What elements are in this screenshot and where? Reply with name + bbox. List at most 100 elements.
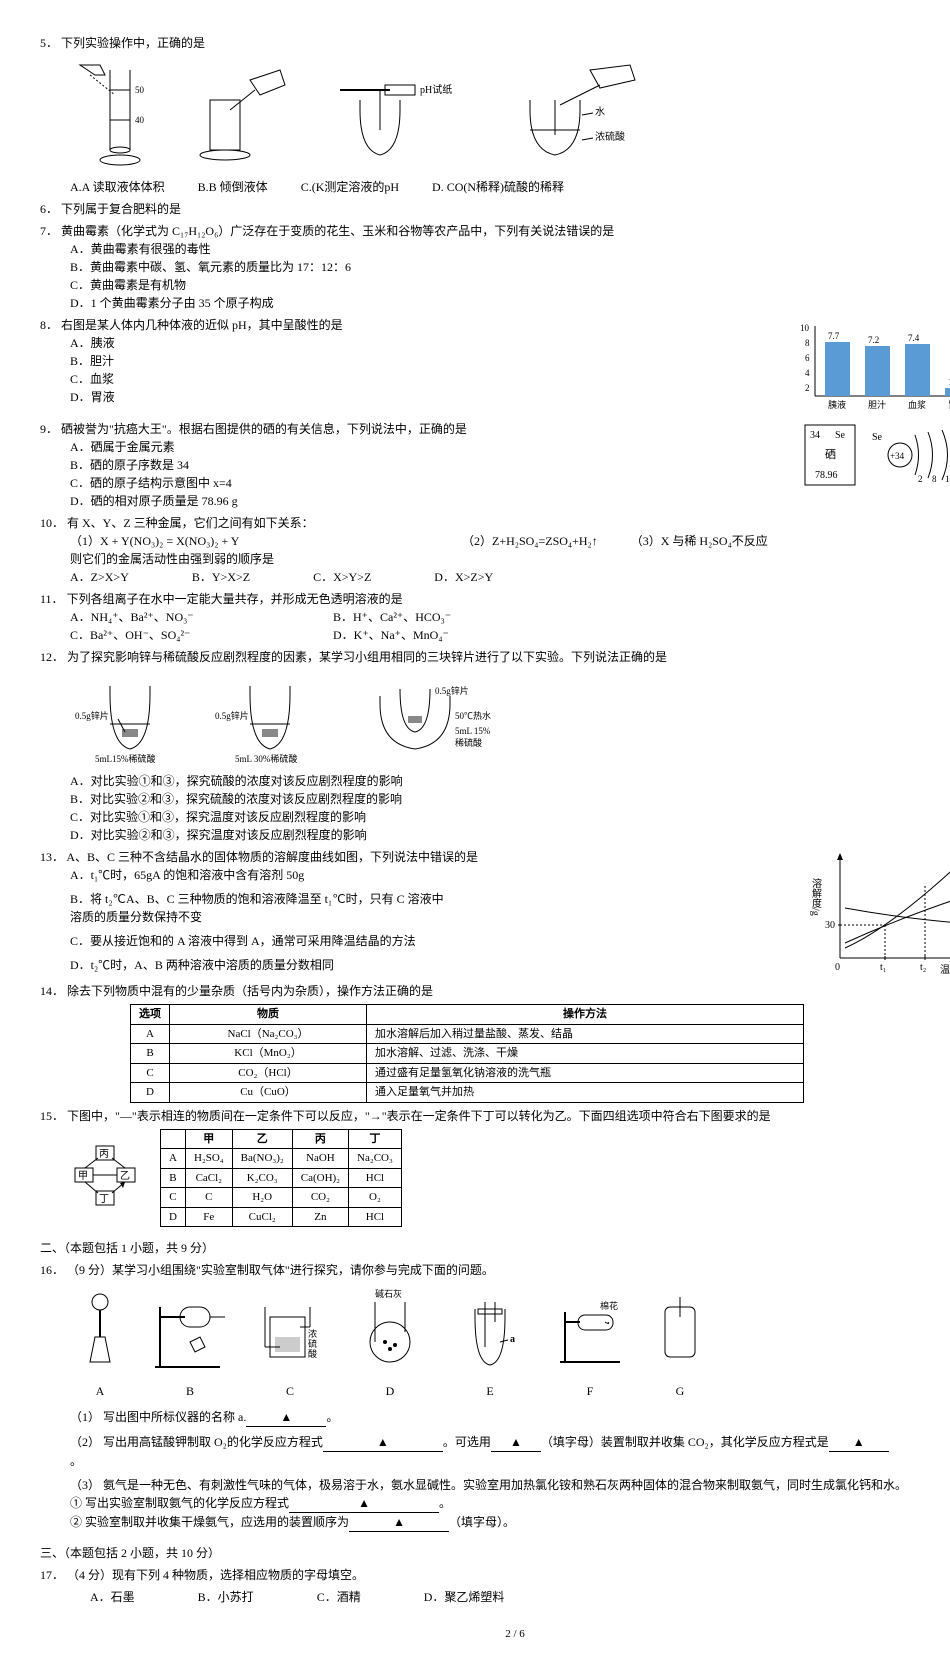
q16-part-2: （2） 写出用高锰酸钾制取 O₂的化学反应方程式▲。可选用▲（填字母）装置制取并… xyxy=(70,1433,950,1470)
q8-bar-chart: 108 64 2 7.7 7.2 7.4 1.1 胰液胆汁 血浆胃液 xyxy=(790,316,950,416)
table-row: BKCl（MnO₂）加水溶解、过滤、洗涤、干燥 xyxy=(131,1044,804,1064)
q12-opt-c: C．对比实验①和③，探究温度对该反应剧烈程度的影响 xyxy=(70,808,950,826)
q9-text: 硒被誉为"抗癌大王"。根据右图提供的硒的有关信息，下列说法中，正确的是 xyxy=(61,422,467,436)
q7-opt-b: B．黄曲霉素中碳、氢、氧元素的质量比为 17：12：6 xyxy=(70,258,950,276)
q7-opt-c: C．黄曲霉素是有机物 xyxy=(70,276,950,294)
q5-opt-d: D. CO(N稀释)硫酸的稀释 xyxy=(432,178,564,196)
table-row: BCaCl₂K₂CO₃Ca(OH)₂HCl xyxy=(161,1168,402,1188)
question-17: 17． （4 分）现有下列 4 种物质，选择相应物质的字母填空。 A．石墨 B．… xyxy=(40,1566,950,1606)
q16-text: （9 分）某学习小组围绕"实验室制取气体"进行探究，请你参与完成下面的问题。 xyxy=(67,1263,494,1277)
q10-opt-c: C．X>Y>Z xyxy=(313,568,371,586)
svg-text:5mL15%稀硫酸: 5mL15%稀硫酸 xyxy=(95,753,156,764)
svg-text:甲: 甲 xyxy=(78,1171,88,1182)
label-b: B xyxy=(150,1382,230,1400)
svg-text:水: 水 xyxy=(595,106,605,118)
svg-text:50: 50 xyxy=(135,85,145,95)
q12-exp1: 0.5g锌片 5mL15%稀硫酸 实验① xyxy=(70,674,190,764)
q16-part-3-2: ② 实验室制取并收集干燥氨气，应选用的装置顺序为▲（填字母）。 xyxy=(70,1513,950,1532)
q14-num: 14． xyxy=(40,984,64,998)
svg-text:7.7: 7.7 xyxy=(828,331,840,341)
svg-text:Se: Se xyxy=(872,432,883,443)
svg-text:胆汁: 胆汁 xyxy=(868,399,886,410)
svg-text:5mL 30%稀硫酸: 5mL 30%稀硫酸 xyxy=(235,753,297,764)
q12-exp3: 0.5g锌片 50℃热水 5mL 15% 稀硫酸 实验③ xyxy=(350,674,510,764)
svg-text:乙: 乙 xyxy=(120,1170,130,1182)
table-row: DFeCuCl₂ZnHCl xyxy=(161,1207,402,1227)
q12-text: 为了探究影响锌与稀硫酸反应剧烈程度的因素，某学习小组用相同的三块锌片进行了以下实… xyxy=(67,650,667,664)
apparatus-e: a xyxy=(450,1287,530,1377)
diagram-a-cylinder: 50 40 xyxy=(70,60,170,170)
table-row: CCH₂OCO₂O₂ xyxy=(161,1188,402,1208)
svg-text:8: 8 xyxy=(932,474,937,484)
q14-text: 除去下列物质中混有的少量杂质（括号内为杂质），操作方法正确的是 xyxy=(67,984,433,998)
label-c: C xyxy=(250,1382,330,1400)
question-9: 34 Se 硒 78.96 Se +34 2 8 18 x 9． 硒被誉为"抗癌… xyxy=(40,420,950,510)
svg-text:丙: 丙 xyxy=(99,1149,109,1160)
q5-opt-b: B.B 倾倒液体 xyxy=(198,178,268,196)
q5-opt-c: C.(K测定溶液的pH xyxy=(301,178,399,196)
apparatus-g xyxy=(650,1287,710,1377)
q10-opt-b: B．Y>X>Z xyxy=(192,568,250,586)
q16-part-1: （1） 写出图中所标仪器的名称 a.▲。 xyxy=(70,1408,950,1427)
apparatus-b xyxy=(150,1287,230,1377)
diagram-b-pour xyxy=(190,60,310,170)
q7-opt-d: D．1 个黄曲霉素分子由 35 个原子构成 xyxy=(70,294,950,312)
label-d: D xyxy=(350,1382,430,1400)
q10-text2: 则它们的金属活动性由强到弱的顺序是 xyxy=(70,550,950,568)
q11-opt-a: A．NH₄⁺、Ba²⁺、NO₃⁻ xyxy=(70,608,330,626)
label-e: E xyxy=(450,1382,530,1400)
svg-text:a: a xyxy=(510,1334,515,1345)
q12-opt-b: B．对比实验②和③，探究硫酸的浓度对该反应剧烈程度的影响 xyxy=(70,790,950,808)
svg-text:0.5g锌片: 0.5g锌片 xyxy=(215,710,249,721)
svg-text:丁: 丁 xyxy=(99,1194,109,1205)
q17-num: 17． xyxy=(40,1568,64,1582)
svg-text:2: 2 xyxy=(918,474,923,484)
q5-num: 5． xyxy=(40,36,58,50)
q12-opts: A．对比实验①和③，探究硫酸的浓度对该反应剧烈程度的影响 B．对比实验②和③，探… xyxy=(40,772,950,844)
svg-text:6: 6 xyxy=(805,353,810,363)
q13-num: 13． xyxy=(40,850,64,864)
svg-text:血浆: 血浆 xyxy=(908,399,926,410)
svg-text:5mL 15%: 5mL 15% xyxy=(455,726,491,736)
svg-text:30: 30 xyxy=(825,920,835,931)
q11-num: 11． xyxy=(40,592,64,606)
svg-text:胰液: 胰液 xyxy=(828,399,846,410)
svg-text:酸: 酸 xyxy=(308,1349,317,1359)
apparatus-d: 碱石灰 xyxy=(350,1287,430,1377)
question-11: 11． 下列各组离子在水中一定能大量共存，并形成无色透明溶液的是 A．NH₄⁺、… xyxy=(40,590,950,644)
svg-text:棉花: 棉花 xyxy=(600,1300,618,1311)
apparatus-c: 浓硫酸 xyxy=(250,1287,330,1377)
svg-text:硒: 硒 xyxy=(825,448,836,461)
q17-opt-d: D．聚乙烯塑料 xyxy=(424,1588,505,1606)
q7-opt-a: A．黄曲霉素有很强的毒性 xyxy=(70,240,950,258)
apparatus-a xyxy=(70,1287,130,1377)
svg-text:溶解度/g: 溶解度/g xyxy=(810,877,822,916)
label-f: F xyxy=(550,1382,630,1400)
svg-text:78.96: 78.96 xyxy=(815,470,838,481)
svg-text:0: 0 xyxy=(835,962,840,973)
diagram-c-ph: pH试纸 xyxy=(330,60,480,170)
q15-num: 15． xyxy=(40,1109,64,1123)
svg-text:实验③: 实验③ xyxy=(400,763,427,764)
label-a: A xyxy=(70,1382,130,1400)
svg-text:实验②: 实验② xyxy=(255,763,282,764)
svg-text:浓: 浓 xyxy=(308,1329,317,1339)
section-2-title: 二、（本题包括 1 小题，共 9 分） xyxy=(40,1239,950,1257)
svg-text:0.5g锌片: 0.5g锌片 xyxy=(75,710,109,721)
q6-text: 下列属于复合肥料的是 xyxy=(61,202,181,216)
svg-text:t₂: t₂ xyxy=(920,962,926,973)
svg-text:8: 8 xyxy=(805,338,810,348)
diagram-d-dilute: 水 浓硫酸 xyxy=(500,60,680,170)
q7-num: 7． xyxy=(40,224,58,238)
svg-text:10: 10 xyxy=(800,323,810,333)
q6-num: 6． xyxy=(40,202,58,216)
svg-text:34: 34 xyxy=(810,430,820,441)
q10-cond-1: （1）X + Y(NO₃)₂ = X(NO₃)₂ + Y xyxy=(70,534,239,548)
question-12: 12． 为了探究影响锌与稀硫酸反应剧烈程度的因素，某学习小组用相同的三块锌片进行… xyxy=(40,648,950,666)
q13-text: A、B、C 三种不含结晶水的固体物质的溶解度曲线如图，下列说法中错误的是 xyxy=(66,850,478,864)
q13-opt-b: B．将 t₂℃A、B、C 三种物质的饱和溶液降温至 t₁℃时，只有 C 溶液中溶… xyxy=(70,890,450,926)
question-10: 10． 有 X、Y、Z 三种金属，它们之间有如下关系： （1）X + Y(NO₃… xyxy=(40,514,950,586)
q16-part-3: （3） 氨气是一种无色、有刺激性气味的气体，极易溶于水，氨水显碱性。实验室用加热… xyxy=(70,1476,950,1494)
q5-options: A.A 读取液体体积 B.B 倾倒液体 C.(K测定溶液的pH D. CO(N稀… xyxy=(70,178,950,196)
q10-text: 有 X、Y、Z 三种金属，它们之间有如下关系： xyxy=(67,516,314,530)
